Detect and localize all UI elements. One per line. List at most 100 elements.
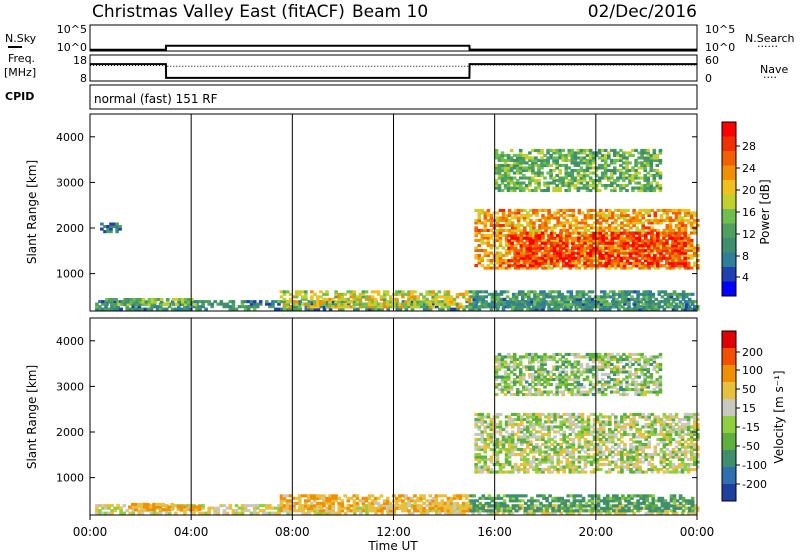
data-cell [489, 425, 494, 429]
data-cell [640, 148, 644, 152]
data-cell [589, 234, 593, 238]
data-cell [642, 295, 646, 299]
data-cell [551, 290, 555, 294]
data-cell [625, 256, 630, 260]
data-cell [407, 302, 411, 306]
data-cell [554, 297, 558, 301]
data-cell [231, 307, 236, 311]
data-cell [568, 236, 572, 240]
data-cell [517, 506, 522, 510]
data-cell [558, 171, 562, 175]
data-cell [565, 256, 569, 260]
data-cell [472, 499, 476, 503]
data-cell [566, 506, 571, 510]
data-cell [525, 256, 530, 260]
data-cell [365, 307, 369, 311]
data-cell [590, 300, 595, 304]
data-cell [277, 300, 281, 304]
data-cell [634, 236, 639, 240]
data-cell [313, 307, 318, 311]
data-cell [449, 300, 454, 304]
noise-right-tick-bottom: 10^0 [705, 41, 735, 54]
data-cell [623, 211, 627, 215]
data-cell [304, 302, 308, 306]
data-cell [649, 156, 654, 160]
data-cell [582, 151, 587, 155]
data-cell [623, 208, 627, 212]
data-cell [472, 509, 476, 513]
data-cell [395, 292, 399, 296]
data-cell [552, 148, 556, 152]
data-cell [464, 504, 469, 508]
data-cell [611, 226, 615, 230]
data-cell [504, 470, 509, 474]
data-cell [300, 290, 305, 294]
data-cell [653, 256, 657, 260]
data-cell [621, 290, 625, 294]
data-cell [398, 302, 402, 306]
data-cell [687, 297, 692, 301]
data-cell [513, 244, 518, 248]
data-cell [501, 307, 506, 311]
data-cell [642, 290, 646, 294]
data-cell [643, 151, 647, 155]
data-cell [529, 509, 533, 513]
data-cell [349, 290, 354, 294]
data-cell [498, 465, 503, 469]
data-cell [631, 166, 635, 170]
data-cell [283, 300, 287, 304]
data-cell [532, 208, 536, 212]
data-cell [571, 208, 576, 212]
data-cell [650, 231, 654, 235]
data-cell [152, 511, 157, 515]
data-cell [587, 509, 592, 513]
data-cell [483, 241, 488, 245]
data-cell [288, 292, 293, 296]
data-cell [477, 249, 482, 253]
data-cell [388, 302, 393, 306]
data-cell [297, 290, 302, 294]
data-cell [656, 251, 661, 255]
data-cell [646, 148, 650, 152]
data-cell [516, 440, 521, 444]
data-cell [474, 470, 478, 474]
data-cell [370, 302, 375, 306]
data-cell [425, 307, 430, 311]
data-cell [489, 233, 494, 237]
data-cell [588, 158, 593, 162]
data-cell [681, 292, 686, 296]
data-cell [307, 506, 311, 510]
data-cell [582, 176, 587, 180]
data-cell [557, 290, 561, 294]
data-cell [222, 511, 227, 515]
data-cell [477, 468, 482, 472]
data-cell [613, 179, 617, 183]
data-cell [608, 233, 612, 237]
data-cell [636, 292, 640, 296]
data-cell [526, 509, 530, 513]
data-cell [650, 246, 655, 250]
data-cell [554, 302, 558, 306]
data-cell [507, 511, 512, 515]
data-cell [588, 163, 593, 167]
data-cell [604, 213, 609, 217]
data-cell [545, 292, 549, 296]
data-cell [690, 302, 695, 306]
data-cell [489, 435, 494, 439]
data-cell [650, 241, 654, 245]
data-cell [328, 506, 332, 510]
data-cell [252, 511, 257, 515]
data-cell [650, 251, 655, 255]
data-cell [477, 455, 482, 459]
data-cell [152, 502, 156, 506]
data-cell [648, 297, 652, 301]
data-cell [506, 166, 511, 170]
data-cell [668, 223, 673, 227]
data-cell [558, 251, 563, 255]
data-cell [176, 505, 181, 509]
data-cell [268, 302, 272, 306]
data-cell [346, 300, 351, 304]
data-cell [557, 302, 561, 306]
data-cell [669, 494, 674, 498]
data-cell [428, 501, 432, 505]
